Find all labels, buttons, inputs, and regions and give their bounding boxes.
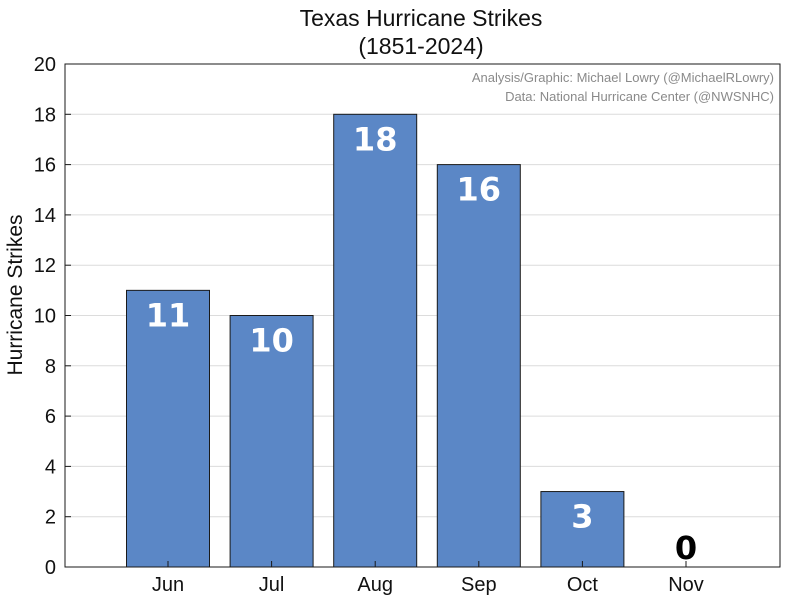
bars [126,113,625,568]
x-tick-label-jun: Jun [152,574,184,596]
y-tick-label: 2 [45,507,56,529]
x-tick-label-oct: Oct [567,574,599,596]
data-label-jul: 10 [249,322,294,360]
data-label-aug: 18 [353,120,398,158]
chart-subtitle: (1851-2024) [358,33,483,59]
data-labels: 11 10 18 16 3 0 [146,120,697,567]
y-tick-label: 14 [34,205,56,227]
y-axis-ticks: 0 2 4 6 8 10 12 14 16 18 20 [34,54,71,579]
bar-jun [126,289,210,568]
credit-analysis: Analysis/Graphic: Michael Lowry (@Michae… [472,70,774,85]
x-tick-label-nov: Nov [668,574,704,596]
plot-frame [64,63,781,568]
credit-data: Data: National Hurricane Center (@NWSNHC… [505,89,774,104]
x-tick-label-sep: Sep [461,574,497,596]
y-tick-label: 12 [34,255,56,277]
x-tick-label-aug: Aug [357,574,393,596]
bar-sep [436,164,521,568]
data-label-jun: 11 [146,296,191,334]
y-axis-label: Hurricane Strikes [4,214,27,375]
data-label-sep: 16 [457,171,502,209]
x-axis-ticks: Jun Jul Aug Sep Oct Nov [152,561,704,596]
y-tick-label: 6 [45,406,56,428]
x-tick-label-jul: Jul [259,574,285,596]
data-label-oct: 3 [571,498,593,536]
y-tick-label: 18 [34,104,56,126]
data-label-nov: 0 [675,529,697,567]
chart-title: Texas Hurricane Strikes [300,5,543,31]
y-tick-label: 4 [45,456,56,478]
y-tick-label: 20 [34,54,56,76]
y-tick-label: 16 [34,155,56,177]
y-tick-label: 8 [45,356,56,378]
y-tick-label: 10 [34,306,56,328]
y-tick-label: 0 [45,557,56,579]
bar-aug [333,113,418,568]
